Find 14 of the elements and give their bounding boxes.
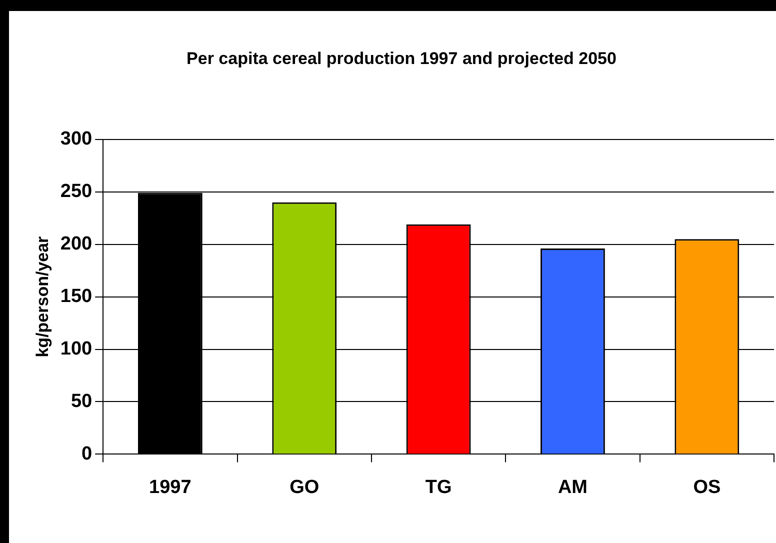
y-tick-label: 200 [60, 234, 92, 255]
y-tick-label: 50 [70, 390, 92, 412]
y-tick-label: 250 [60, 181, 92, 202]
x-tick-label: OS [693, 476, 721, 498]
x-tick-label: TG [425, 476, 452, 498]
x-tick-label: AM [558, 476, 588, 498]
y-axis-title: kg/person/year [32, 236, 52, 358]
y-tick-label: 300 [60, 128, 92, 150]
y-tick-label: 150 [60, 286, 92, 308]
y-tick-label: 0 [82, 443, 92, 464]
y-tick-label: 100 [60, 338, 92, 360]
x-tick-label: 1997 [149, 476, 192, 498]
x-tick-label: GO [290, 476, 320, 498]
chart-title: Per capita cereal production 1997 and projected 2050 [186, 48, 616, 68]
